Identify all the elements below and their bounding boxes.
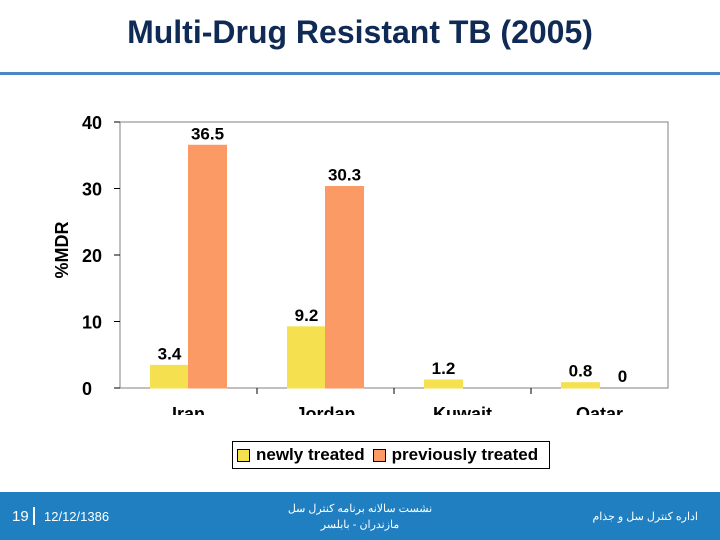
legend-label-previously-treated: previously treated	[391, 445, 539, 464]
x-tick-label-qatar: Qatar	[576, 404, 623, 415]
legend-swatch-newly-treated	[237, 448, 250, 462]
legend-swatch-previously-treated	[372, 448, 386, 462]
slide-footer: 19 12/12/1386 نشست سالانه برنامه کنترل س…	[0, 492, 720, 540]
footer-date: 12/12/1386	[44, 509, 110, 524]
x-tick-label-kuwait: Kuwait	[433, 404, 492, 415]
data-label: 9.2	[295, 306, 319, 325]
y-tick-label: 20	[82, 246, 102, 266]
y-axis-label: %MDR	[52, 222, 72, 279]
footer-separator	[33, 507, 35, 525]
y-tick-label: 0	[82, 379, 92, 399]
footer-event-line-1: نشست سالانه برنامه کنترل سل	[287, 503, 433, 515]
bar-newly-treated-kuwait	[424, 379, 463, 389]
bar-previously-treated-jordan	[325, 186, 364, 389]
data-label: 0.8	[569, 362, 593, 381]
title-divider	[0, 72, 720, 75]
data-label: 36.5	[191, 124, 224, 143]
data-label: 3.4	[158, 344, 182, 363]
bar-newly-treated-jordan	[287, 326, 326, 389]
page-number: 19	[12, 508, 29, 525]
slide-title: Multi-Drug Resistant TB (2005)	[127, 14, 593, 50]
bar-newly-treated-qatar	[561, 382, 600, 389]
chart-legend: newly treated previously treated	[232, 441, 550, 469]
bar-newly-treated-iran	[150, 364, 189, 389]
legend-label-newly-treated: newly treated	[256, 445, 365, 464]
y-tick-label: 40	[82, 113, 102, 133]
footer-event: نشست سالانه برنامه کنترل سل مازندران - ب…	[240, 501, 480, 533]
data-label: 30.3	[328, 166, 361, 185]
y-tick-label: 10	[82, 313, 102, 333]
data-label: 0	[618, 367, 627, 386]
x-tick-label-iran: Iran	[172, 404, 205, 415]
footer-organization: اداره کنترل سل و جذام	[592, 511, 698, 523]
y-tick-label: 30	[82, 180, 102, 200]
mdr-bar-chart: 0 10 20 30 40 %MDR Iran 3.4 36.5 Jordan 9.2 30.3 Kuw…	[52, 113, 669, 415]
bar-previously-treated-iran	[188, 144, 227, 389]
x-tick-label-jordan: Jordan	[295, 404, 355, 415]
footer-event-line-2: مازندران - بابلسر	[320, 519, 400, 531]
data-label: 1.2	[432, 359, 456, 378]
